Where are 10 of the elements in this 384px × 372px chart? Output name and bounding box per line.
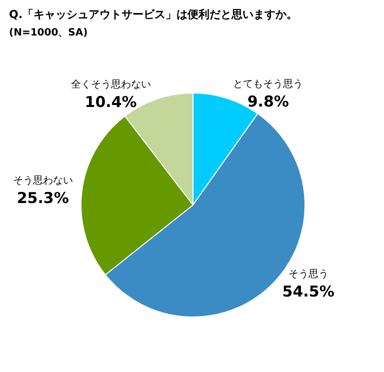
- slice-label: そう思う: [288, 269, 328, 280]
- data-label: 25.3%: [16, 188, 69, 207]
- data-label: 9.8%: [247, 92, 289, 110]
- data-label: 10.4%: [84, 93, 137, 112]
- slice-label: とてもそう思う: [233, 78, 304, 90]
- slice-label: そう思わない: [12, 175, 73, 186]
- chart-subtitle: (N=1000、SA): [9, 28, 88, 38]
- chart-title: Q.「キャッシュアウトサービス」は便利だと思いますか。: [9, 8, 298, 21]
- slice-label: 全くそう思わない: [70, 78, 151, 91]
- data-label: 54.5%: [282, 282, 334, 301]
